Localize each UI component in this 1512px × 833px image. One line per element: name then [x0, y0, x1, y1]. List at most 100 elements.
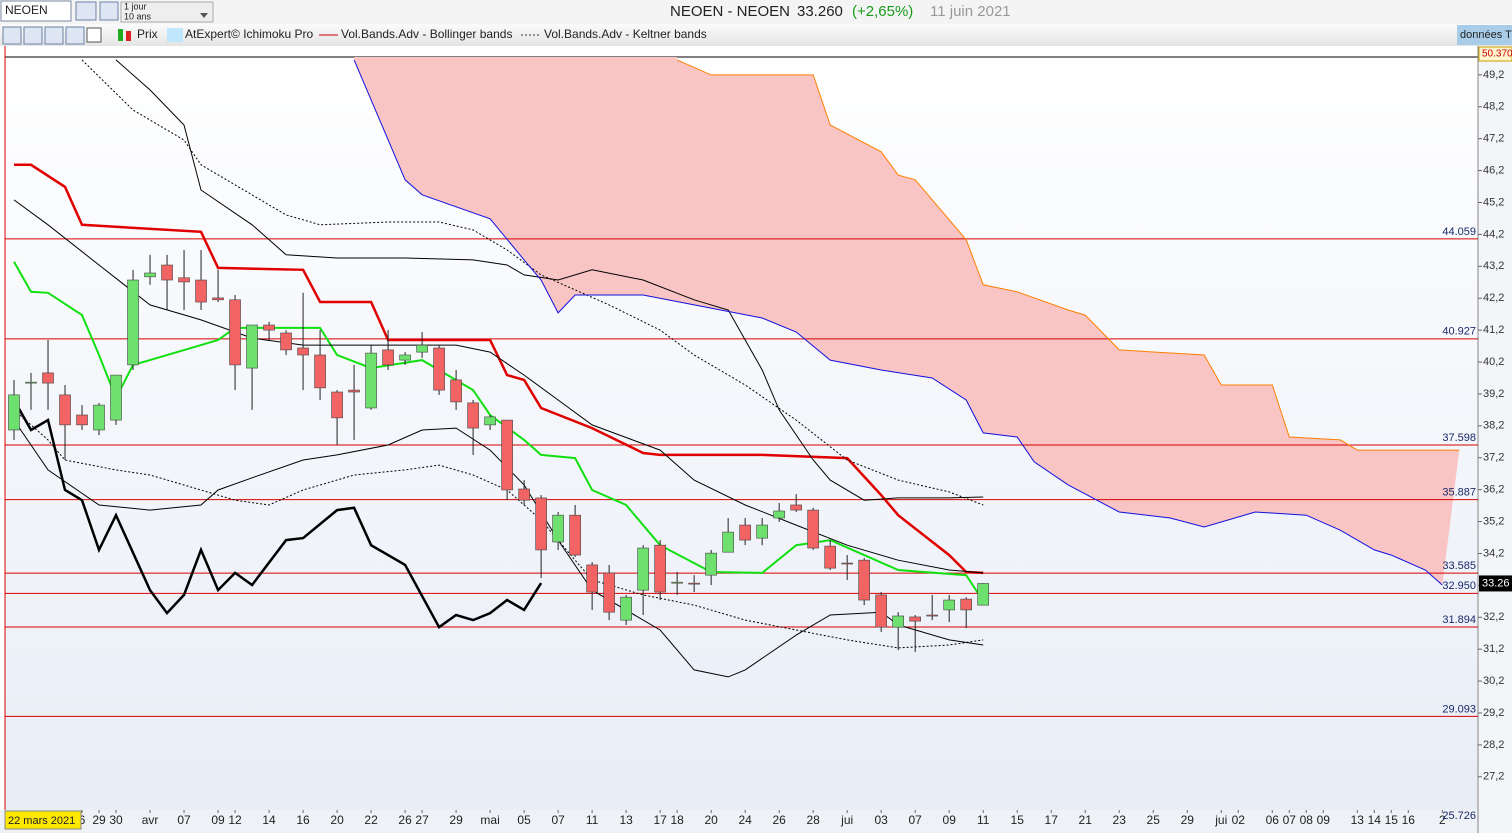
- candle-body: [960, 598, 972, 611]
- candle-icon: [126, 31, 131, 41]
- date: 11 juin 2021: [930, 3, 1011, 20]
- x-tick-label: 17: [653, 813, 667, 827]
- tool-icon[interactable]: [2, 26, 22, 45]
- x-tick-label: 14: [262, 813, 276, 827]
- x-tick-label: 17: [1045, 813, 1059, 827]
- x-axis-area: [0, 810, 1478, 833]
- x-tick-label: 07: [551, 813, 565, 827]
- dropdown-arrow: [200, 13, 208, 18]
- period-select[interactable]: [120, 1, 214, 23]
- calendar-icon[interactable]: [99, 1, 119, 21]
- candle-body: [518, 488, 530, 501]
- legend-price[interactable]: Prix: [137, 27, 158, 41]
- x-tick-label: 07: [1283, 813, 1297, 827]
- tool-icon[interactable]: [86, 27, 102, 43]
- candle-body: [25, 381, 37, 384]
- tool-icon[interactable]: [44, 26, 64, 45]
- source-box: [1457, 25, 1512, 45]
- candle-body: [433, 347, 445, 391]
- indicator-line: [13, 409, 984, 649]
- x-tick-label: 03: [875, 813, 889, 827]
- candle-body: [586, 564, 598, 593]
- x-tick-label: 06: [1266, 813, 1280, 827]
- candle-body: [76, 414, 88, 426]
- x-tick-label: 29: [1181, 813, 1195, 827]
- indicator-line: [81, 59, 984, 506]
- candle-body: [110, 374, 122, 421]
- x-tick-label: 26: [398, 813, 412, 827]
- cloud-icon: [167, 28, 183, 42]
- candle-body: [144, 272, 156, 278]
- x-tick-label: 23: [1113, 813, 1127, 827]
- tool-icon[interactable]: [65, 26, 85, 45]
- y-tick-label: 45,2: [1483, 196, 1504, 208]
- tool-icon[interactable]: [23, 26, 43, 45]
- x-tick-label: 08: [1300, 813, 1314, 827]
- cursor-date: 22 mars 2021: [8, 815, 75, 827]
- candle-body: [42, 372, 54, 384]
- candle-body: [603, 572, 615, 613]
- candle-body: [178, 277, 190, 283]
- change: (+2,65%): [852, 3, 913, 20]
- level-label: 32.950: [1442, 580, 1476, 592]
- candle-body: [620, 596, 632, 621]
- candle-body: [93, 404, 105, 431]
- candle-body: [195, 279, 207, 303]
- candle-icon: [118, 29, 123, 41]
- candle-body: [501, 419, 513, 491]
- legend-bollinger[interactable]: Vol.Bands.Adv - Bollinger bands: [341, 27, 512, 41]
- legend-ichimoku[interactable]: AtExpert© Ichimoku Pro: [185, 27, 314, 41]
- x-tick-label: 02: [1232, 813, 1246, 827]
- ichimoku-cloud: [354, 57, 1460, 586]
- legend-keltner[interactable]: Vol.Bands.Adv - Keltner bands: [544, 27, 707, 41]
- y-axis-area: [1478, 46, 1512, 833]
- toolbar: [0, 24, 1512, 46]
- last-price-box: [1479, 575, 1512, 592]
- candle-body: [671, 581, 683, 584]
- top-marker-box: [1478, 46, 1512, 62]
- candle-body: [824, 545, 836, 569]
- y-tick-label: 43,2: [1483, 260, 1504, 272]
- candle-body: [467, 402, 479, 429]
- candle-body: [280, 332, 292, 351]
- x-tick-label: 09: [1317, 813, 1331, 827]
- candle-body: [484, 416, 496, 426]
- x-tick-label: 29: [449, 813, 463, 827]
- level-label: 35.887: [1442, 487, 1476, 499]
- y-tick-label: 28,2: [1483, 739, 1504, 751]
- x-tick-label: 13: [619, 813, 633, 827]
- x-tick-label: jui: [1214, 813, 1227, 827]
- top-bar: [0, 0, 1512, 24]
- y-tick-label: 44,2: [1483, 228, 1504, 240]
- candle-body: [246, 324, 258, 369]
- candle-body: [756, 524, 768, 539]
- candle-body: [450, 379, 462, 403]
- x-tick-label: 2: [1439, 813, 1446, 827]
- x-tick-label: 15: [1011, 813, 1025, 827]
- y-tick-label: 49,2: [1483, 69, 1504, 81]
- x-tick-label: 20: [330, 813, 344, 827]
- x-tick-label: 18: [670, 813, 684, 827]
- source: données T: [1460, 29, 1512, 41]
- chart-icon[interactable]: [75, 1, 97, 21]
- range: 10 ans: [124, 11, 152, 21]
- y-tick-label: 34,2: [1483, 547, 1504, 559]
- x-tick-label: 14: [1368, 813, 1382, 827]
- candle-body: [263, 324, 275, 331]
- x-tick-label: 20: [704, 813, 718, 827]
- y-tick-label: 41,2: [1483, 324, 1504, 336]
- y-tick-label: 47,2: [1483, 133, 1504, 145]
- x-tick-label: 22: [364, 813, 378, 827]
- y-tick-label: 48,2: [1483, 101, 1504, 113]
- x-tick-label: 11: [586, 813, 599, 827]
- candle-body: [348, 389, 360, 393]
- symbol-input[interactable]: [0, 0, 72, 22]
- indicator-line: [115, 59, 984, 501]
- candle-body: [569, 514, 581, 556]
- x-tick-label: 07: [909, 813, 923, 827]
- candle-body: [926, 614, 938, 617]
- y-tick-label: 36,2: [1483, 484, 1504, 496]
- level-label: 29.093: [1442, 703, 1476, 715]
- x-tick-label: 25: [1147, 813, 1161, 827]
